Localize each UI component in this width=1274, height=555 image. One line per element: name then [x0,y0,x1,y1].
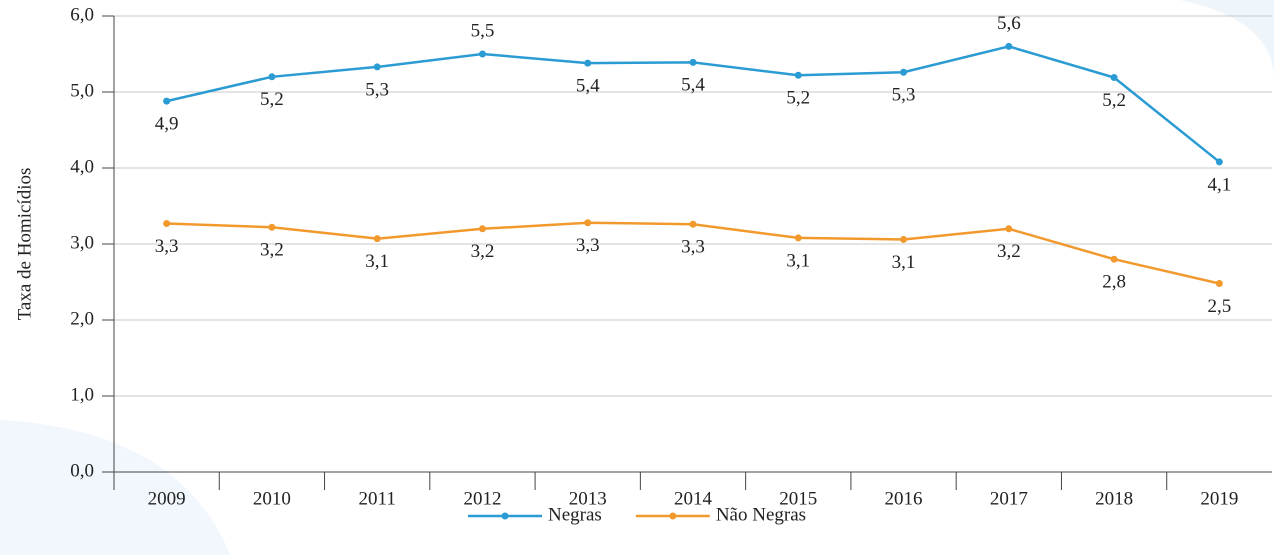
x-tick-label: 2015 [779,488,817,509]
point [794,71,802,79]
x-tick-label: 2011 [359,488,396,509]
point [1005,225,1013,233]
data-label: 3,3 [155,236,179,257]
x-tick-label: 2019 [1200,488,1238,509]
data-label: 2,8 [1102,272,1126,293]
point [163,97,171,105]
point [478,225,486,233]
data-label: 5,2 [1102,90,1126,111]
data-label: 3,2 [997,241,1021,262]
point [1215,158,1223,166]
data-label: 3,1 [786,250,810,271]
y-tick-label: 5,0 [70,80,94,101]
x-tick-label: 2010 [253,488,291,509]
data-label: 5,5 [471,20,495,41]
point [373,235,381,243]
y-tick-label: 1,0 [70,384,94,405]
data-label: 5,3 [365,79,389,100]
x-tick-label: 2012 [463,488,501,509]
x-tick-label: 2017 [990,488,1028,509]
background-shape [0,420,230,555]
data-label: 5,3 [892,85,916,106]
data-label: 5,6 [997,13,1021,34]
data-label: 5,4 [681,75,705,96]
y-tick-label: 6,0 [70,4,94,25]
point [584,59,592,67]
legend-label: Negras [548,504,602,525]
data-label: 4,9 [155,113,179,134]
point [900,235,908,243]
point [268,73,276,81]
data-label: 3,2 [260,240,284,261]
y-tick-label: 4,0 [70,156,94,177]
legend-marker [501,512,509,520]
point [373,63,381,71]
y-tick-label: 2,0 [70,308,94,329]
point [584,219,592,227]
point [1110,74,1118,82]
data-label: 5,4 [576,75,600,96]
x-tick-label: 2016 [885,488,923,509]
legend-label: Não Negras [716,504,806,525]
point [794,234,802,242]
y-tick-label: 0,0 [70,460,94,481]
y-tick-label: 3,0 [70,232,94,253]
data-label: 3,2 [471,241,495,262]
point [1110,255,1118,263]
point [1005,42,1013,50]
y-axis-label: Taxa de Homicídios [14,168,35,321]
data-label: 5,2 [260,89,284,110]
point [163,219,171,227]
point [1215,280,1223,288]
point [478,50,486,58]
x-tick-label: 2018 [1095,488,1133,509]
data-label: 3,3 [681,237,705,258]
point [900,68,908,76]
x-tick-label: 2009 [148,488,186,509]
point [268,223,276,231]
data-label: 3,1 [365,251,389,272]
point [689,58,697,66]
x-tick-label: 2014 [674,488,713,509]
data-label: 2,5 [1207,296,1231,317]
data-label: 3,1 [892,252,916,273]
point [689,220,697,228]
data-label: 5,2 [786,88,810,109]
data-label: 4,1 [1207,174,1231,195]
data-label: 3,3 [576,235,600,256]
x-tick-label: 2013 [569,488,607,509]
legend-marker [669,512,677,520]
background-shape [1180,0,1274,80]
